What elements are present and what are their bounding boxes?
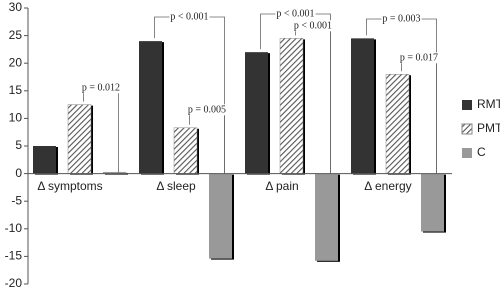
y-tick-label: -5 <box>11 193 22 207</box>
y-tick-label: -20 <box>5 276 23 290</box>
y-tick-label: -10 <box>5 221 23 235</box>
bar <box>351 38 374 174</box>
annotation-bg <box>381 13 422 25</box>
bar <box>67 104 92 174</box>
bar <box>173 127 198 174</box>
annotation: p < 0.001 <box>294 20 332 31</box>
y-tick-label: 0 <box>15 166 22 180</box>
annotation-bg <box>169 11 210 23</box>
annotation-bg <box>275 8 316 20</box>
bar <box>315 173 338 261</box>
annotation-bg <box>80 82 122 94</box>
bar <box>279 38 304 174</box>
bar <box>103 171 126 174</box>
bar <box>139 41 162 174</box>
legend-swatch <box>461 123 473 135</box>
y-tick-label: 30 <box>9 0 23 14</box>
bar <box>421 173 444 232</box>
legend-label: C <box>477 145 486 159</box>
annotation: p = 0.003 <box>382 13 420 24</box>
bar <box>385 73 410 174</box>
annotation: p < 0.001 <box>170 11 208 22</box>
annotation-bg <box>292 20 334 32</box>
x-tick-label: Δ sleep <box>156 179 196 193</box>
legend-label: RMT <box>477 97 500 111</box>
annotation: p = 0.005 <box>188 104 226 115</box>
legend-swatch <box>462 148 472 158</box>
bar <box>245 52 268 174</box>
y-tick-label: 25 <box>9 28 23 42</box>
y-tick-label: 5 <box>15 138 22 152</box>
y-tick-label: -15 <box>5 249 23 263</box>
annotation: p < 0.001 <box>276 8 314 19</box>
y-tick-label: 10 <box>9 111 23 125</box>
annotation-bg <box>186 104 228 116</box>
x-tick-label: Δ energy <box>364 179 411 193</box>
annotation: p = 0.012 <box>82 82 120 93</box>
y-tick-label: 15 <box>9 83 23 97</box>
legend-swatch <box>462 100 472 110</box>
bar <box>209 173 232 259</box>
annotation: p = 0.017 <box>400 52 438 63</box>
y-tick-label: 20 <box>9 55 23 69</box>
x-tick-label: Δ pain <box>265 179 298 193</box>
x-tick-label: Δ symptoms <box>37 179 102 193</box>
legend-label: PMT <box>477 121 500 135</box>
annotation-bg <box>398 52 440 64</box>
bar <box>33 146 56 174</box>
